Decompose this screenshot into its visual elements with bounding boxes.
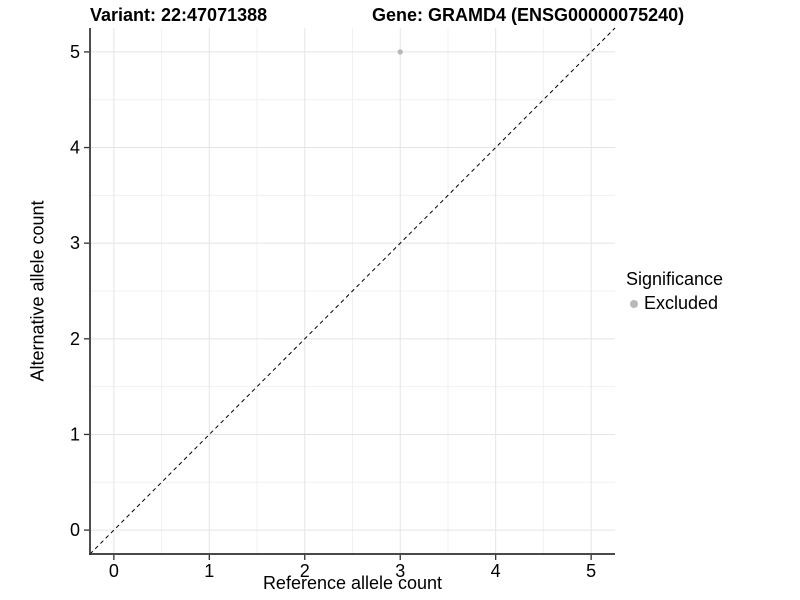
y-tick-label: 0 bbox=[70, 520, 80, 540]
data-point bbox=[397, 49, 403, 55]
legend: Significance Excluded bbox=[626, 269, 723, 314]
y-tick-label: 2 bbox=[70, 329, 80, 349]
legend-title: Significance bbox=[626, 269, 724, 289]
x-axis-title: Reference allele count bbox=[262, 573, 443, 593]
x-tick-label: 0 bbox=[109, 561, 119, 581]
variant-title: Variant: 22:47071388 bbox=[90, 5, 268, 25]
y-axis-title: Alternative allele count bbox=[27, 200, 48, 382]
x-tick-label: 3 bbox=[395, 561, 405, 581]
y-tick-label: 3 bbox=[70, 233, 80, 253]
excluded-point-icon bbox=[630, 299, 638, 308]
legend-entry-excluded: Excluded bbox=[626, 293, 723, 314]
x-tick-label: 1 bbox=[204, 561, 214, 581]
y-tick-label: 1 bbox=[70, 424, 80, 444]
y-tick-label: 5 bbox=[70, 42, 80, 62]
identity-dashed-line bbox=[89, 27, 616, 555]
gene-title: Gene: GRAMD4 (ENSG00000075240) bbox=[372, 5, 685, 25]
x-tick-label: 4 bbox=[491, 561, 501, 581]
x-tick-label: 2 bbox=[300, 561, 310, 581]
x-tick-label: 5 bbox=[586, 561, 596, 581]
legend-entry-label: Excluded bbox=[644, 293, 719, 313]
y-tick-label: 4 bbox=[70, 138, 80, 158]
